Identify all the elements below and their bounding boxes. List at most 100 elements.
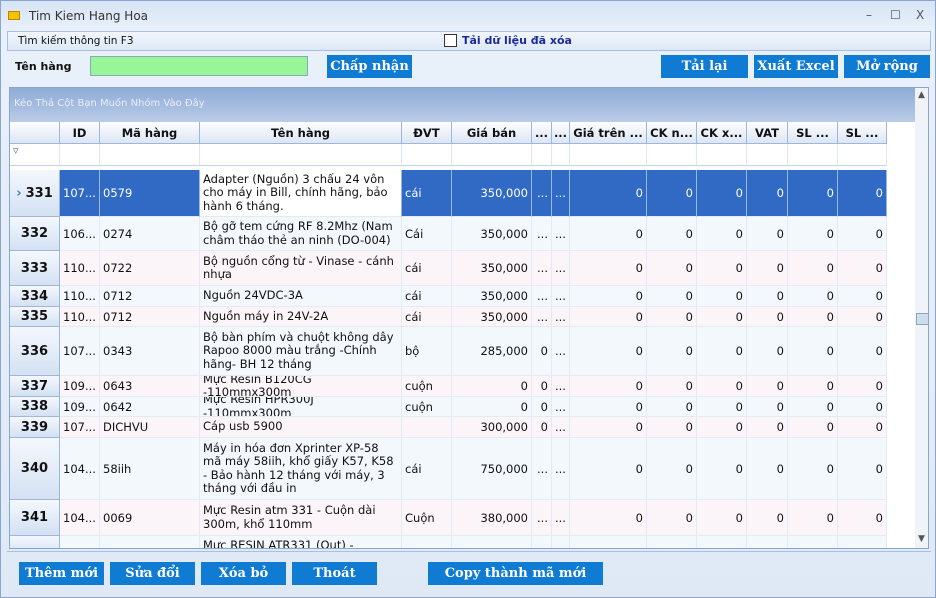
row-number[interactable]: 334 — [10, 286, 60, 307]
cell-name[interactable]: Máy in hóa đơn Xprinter XP-58 mã máy 58i… — [200, 438, 402, 500]
cell-c1[interactable] — [532, 536, 552, 548]
scroll-thumb[interactable] — [916, 313, 928, 325]
maximize-button[interactable]: ☐ — [890, 8, 901, 22]
cell-vat[interactable]: 0 — [747, 327, 788, 376]
cell-sl2[interactable]: 0 — [838, 251, 887, 286]
cell-sl2[interactable]: 0 — [838, 500, 887, 536]
cell-ckn[interactable]: 0 — [647, 438, 697, 500]
table-row[interactable]: 337 109... 0643 Mực Resin B120CG -110mmx300… — [10, 376, 915, 397]
cell-price[interactable]: 350,000 — [452, 217, 532, 251]
cell-ckn[interactable]: 0 — [647, 397, 697, 417]
cell-sl1[interactable]: 0 — [788, 327, 838, 376]
cell-ckx[interactable]: 0 — [697, 307, 747, 327]
table-row[interactable]: 332 106... 0274 Bộ gỡ tem cứng RF 8.2Mhz (N… — [10, 217, 915, 251]
cell-name[interactable]: Cáp usb 5900 — [200, 417, 402, 438]
cell-c2[interactable]: ... — [552, 217, 570, 251]
cell-id[interactable]: 109... — [60, 376, 100, 397]
accept-button[interactable]: Chấp nhận — [327, 55, 412, 78]
row-number[interactable]: 339 — [10, 417, 60, 438]
cell-c1[interactable]: 0 — [532, 417, 552, 438]
reload-button[interactable]: Tải lại — [661, 55, 748, 78]
cell-price[interactable]: 350,000 — [452, 286, 532, 307]
cell-unit[interactable]: Cái — [402, 217, 452, 251]
table-row[interactable]: Mực RESIN ATR331 (Out) - — [10, 536, 915, 548]
table-row[interactable]: 336 107... 0343 Bộ bàn phím và chuột không … — [10, 327, 915, 376]
cell-vat[interactable]: 0 — [747, 307, 788, 327]
scroll-down-icon[interactable]: ▼ — [918, 534, 925, 544]
table-row[interactable]: 338 109... 0642 Mực Resin HPR300J -110mmx30… — [10, 397, 915, 417]
cell-vat[interactable]: 0 — [747, 438, 788, 500]
cell-unit[interactable]: cái — [402, 286, 452, 307]
table-row[interactable]: 340 104... 58iih Máy in hóa đơn Xprinter XP… — [10, 438, 915, 500]
cell-ckx[interactable]: 0 — [697, 217, 747, 251]
cell-ckx[interactable]: 0 — [697, 438, 747, 500]
cell-code[interactable]: 0722 — [100, 251, 200, 286]
cell-code[interactable]: 0642 — [100, 397, 200, 417]
cell-id[interactable]: 106... — [60, 217, 100, 251]
load-deleted-checkbox[interactable] — [444, 34, 457, 47]
cell-c2[interactable]: ... — [552, 170, 570, 217]
cell-sl2[interactable]: 0 — [838, 376, 887, 397]
cell-sl1[interactable]: 0 — [788, 376, 838, 397]
cell-id[interactable] — [60, 536, 100, 548]
column-header-c2[interactable]: ... — [552, 122, 570, 144]
minimize-button[interactable]: – — [866, 8, 872, 22]
cell-sl1[interactable]: 0 — [788, 307, 838, 327]
cell-unit[interactable]: cái — [402, 170, 452, 217]
cell-ckn[interactable]: 0 — [647, 376, 697, 397]
cell-unit[interactable]: cuộn — [402, 376, 452, 397]
cell-c2[interactable]: ... — [552, 417, 570, 438]
cell-price[interactable]: 750,000 — [452, 438, 532, 500]
expand-button[interactable]: Mở rộng — [844, 55, 930, 78]
cell-above[interactable]: 0 — [570, 251, 647, 286]
exit-button[interactable]: Thoát — [292, 562, 377, 585]
cell-code[interactable]: 0712 — [100, 307, 200, 327]
cell-c1[interactable]: 0 — [532, 327, 552, 376]
cell-unit[interactable]: cái — [402, 438, 452, 500]
vertical-scrollbar[interactable]: ▲ ▼ — [915, 88, 928, 548]
cell-code[interactable]: 0712 — [100, 286, 200, 307]
filter-cell-above[interactable] — [570, 144, 647, 166]
cell-above[interactable]: 0 — [570, 376, 647, 397]
cell-c2[interactable]: ... — [552, 251, 570, 286]
column-header-sl2[interactable]: SL ... — [838, 122, 887, 144]
cell-c1[interactable]: ... — [532, 251, 552, 286]
cell-price[interactable]: 0 — [452, 397, 532, 417]
filter-cell-id[interactable] — [60, 144, 100, 166]
filter-icon[interactable]: ▿ — [10, 144, 60, 166]
cell-ckx[interactable] — [697, 536, 747, 548]
cell-ckx[interactable]: 0 — [697, 170, 747, 217]
table-row[interactable]: 339 107... DICHVU Cáp usb 5900 300,000 0... 0 0… — [10, 417, 915, 438]
product-name-input[interactable] — [90, 56, 308, 76]
cell-ckx[interactable]: 0 — [697, 327, 747, 376]
row-number[interactable]: 335 — [10, 307, 60, 327]
cell-c2[interactable]: ... — [552, 376, 570, 397]
cell-ckn[interactable]: 0 — [647, 500, 697, 536]
cell-above[interactable]: 0 — [570, 500, 647, 536]
cell-sl2[interactable]: 0 — [838, 170, 887, 217]
row-number[interactable]: 341 — [10, 500, 60, 536]
column-header-sl1[interactable]: SL ... — [788, 122, 838, 144]
cell-vat[interactable]: 0 — [747, 417, 788, 438]
cell-id[interactable]: 110... — [60, 286, 100, 307]
cell-c2[interactable]: ... — [552, 397, 570, 417]
cell-price[interactable]: 350,000 — [452, 251, 532, 286]
column-header-unit[interactable]: ĐVT — [402, 122, 452, 144]
table-row[interactable]: › 331 107... 0579 Adapter (Nguồn) 3 chấu 24 … — [10, 170, 915, 217]
cell-vat[interactable]: 0 — [747, 251, 788, 286]
cell-above[interactable]: 0 — [570, 438, 647, 500]
cell-id[interactable]: 109... — [60, 397, 100, 417]
cell-name[interactable]: Nguồn 24VDC-3A — [200, 286, 402, 307]
cell-id[interactable]: 110... — [60, 251, 100, 286]
cell-id[interactable]: 104... — [60, 500, 100, 536]
cell-ckn[interactable] — [647, 536, 697, 548]
cell-ckn[interactable]: 0 — [647, 251, 697, 286]
cell-unit[interactable] — [402, 536, 452, 548]
column-header-c1[interactable]: ... — [532, 122, 552, 144]
cell-sl2[interactable]: 0 — [838, 217, 887, 251]
cell-sl2[interactable] — [838, 536, 887, 548]
cell-ckn[interactable]: 0 — [647, 170, 697, 217]
cell-sl1[interactable]: 0 — [788, 500, 838, 536]
scroll-up-icon[interactable]: ▲ — [918, 90, 925, 100]
cell-ckx[interactable]: 0 — [697, 251, 747, 286]
